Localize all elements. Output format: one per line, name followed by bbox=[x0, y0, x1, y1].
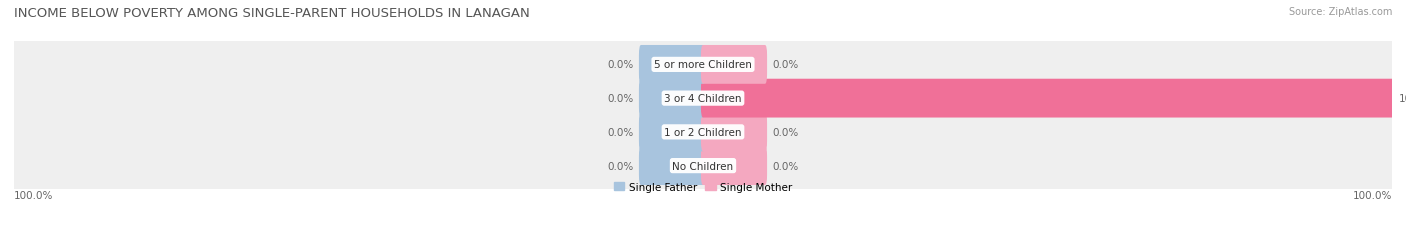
Text: 100.0%: 100.0% bbox=[1399, 94, 1406, 104]
Text: 1 or 2 Children: 1 or 2 Children bbox=[664, 127, 742, 137]
Text: 0.0%: 0.0% bbox=[772, 60, 799, 70]
FancyBboxPatch shape bbox=[11, 73, 1395, 125]
FancyBboxPatch shape bbox=[702, 79, 1393, 118]
Text: Source: ZipAtlas.com: Source: ZipAtlas.com bbox=[1288, 7, 1392, 17]
Text: 0.0%: 0.0% bbox=[607, 127, 634, 137]
Text: 0.0%: 0.0% bbox=[607, 161, 634, 171]
FancyBboxPatch shape bbox=[11, 106, 1395, 158]
Text: 0.0%: 0.0% bbox=[772, 127, 799, 137]
FancyBboxPatch shape bbox=[638, 46, 704, 84]
Text: 0.0%: 0.0% bbox=[607, 94, 634, 104]
Text: INCOME BELOW POVERTY AMONG SINGLE-PARENT HOUSEHOLDS IN LANAGAN: INCOME BELOW POVERTY AMONG SINGLE-PARENT… bbox=[14, 7, 530, 20]
FancyBboxPatch shape bbox=[638, 79, 704, 118]
FancyBboxPatch shape bbox=[638, 113, 704, 152]
FancyBboxPatch shape bbox=[638, 147, 704, 185]
Text: 0.0%: 0.0% bbox=[607, 60, 634, 70]
FancyBboxPatch shape bbox=[702, 113, 768, 152]
Text: 0.0%: 0.0% bbox=[772, 161, 799, 171]
FancyBboxPatch shape bbox=[702, 147, 768, 185]
FancyBboxPatch shape bbox=[11, 39, 1395, 91]
Text: 100.0%: 100.0% bbox=[14, 190, 53, 200]
FancyBboxPatch shape bbox=[11, 140, 1395, 192]
Text: 5 or more Children: 5 or more Children bbox=[654, 60, 752, 70]
Text: 3 or 4 Children: 3 or 4 Children bbox=[664, 94, 742, 104]
Text: No Children: No Children bbox=[672, 161, 734, 171]
Legend: Single Father, Single Mother: Single Father, Single Mother bbox=[610, 178, 796, 196]
FancyBboxPatch shape bbox=[702, 46, 768, 84]
Text: 100.0%: 100.0% bbox=[1353, 190, 1392, 200]
